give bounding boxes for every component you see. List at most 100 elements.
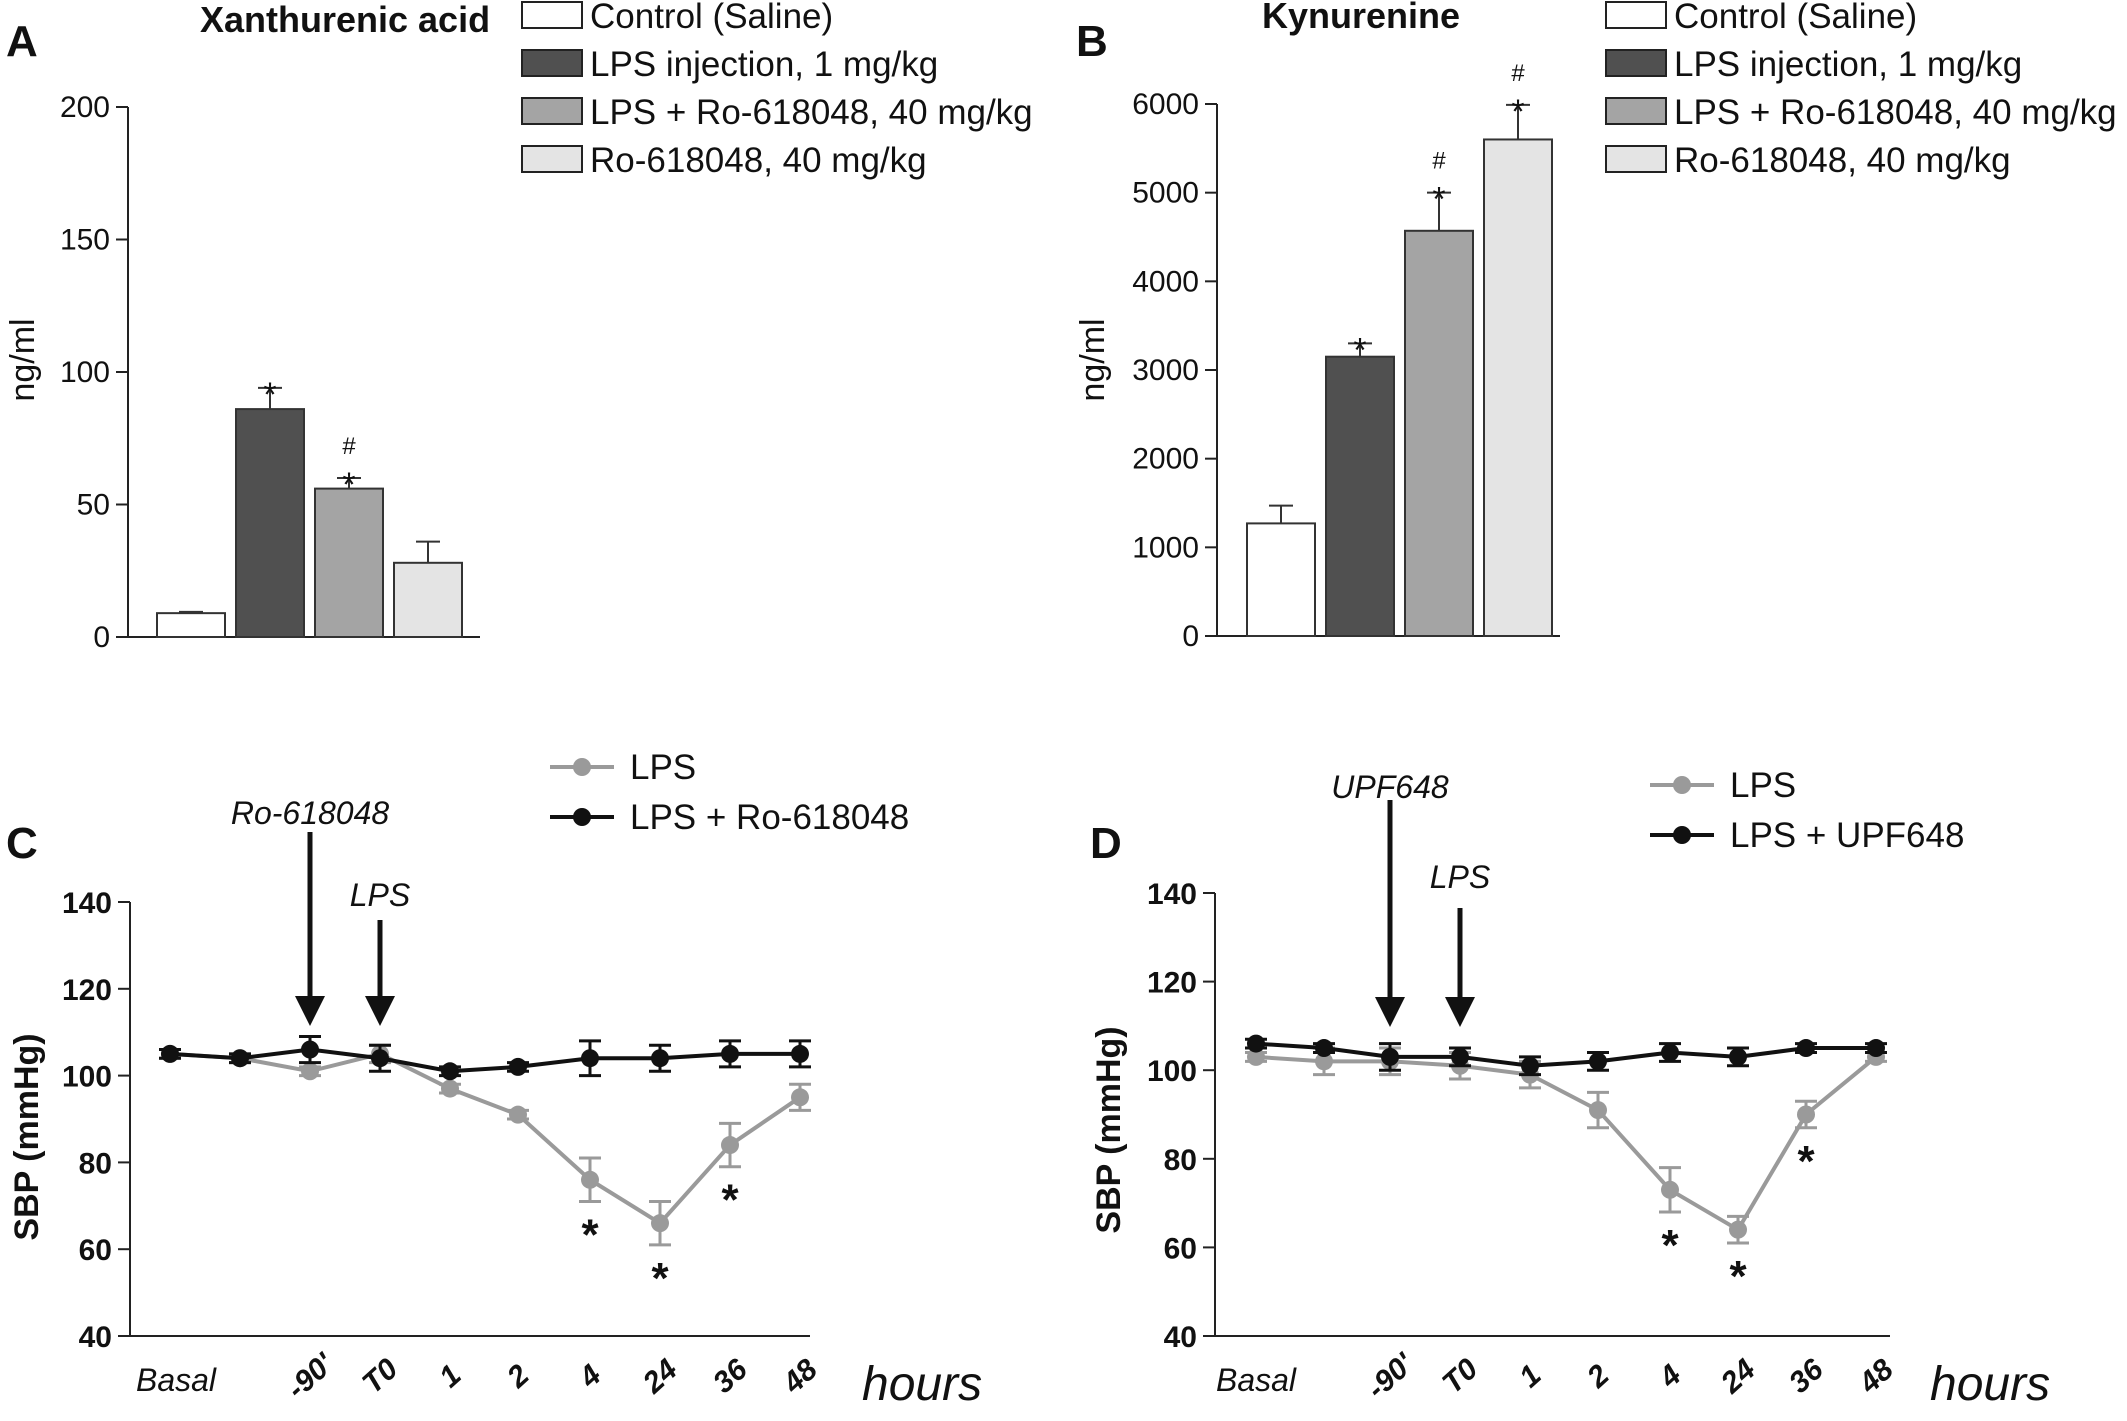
x-tick-label: -90' [281,1347,341,1406]
legend-label: LPS + Ro-618048 [630,798,909,837]
x-tick-label: -90' [1361,1347,1421,1406]
panel-d-letter: D [1090,819,1122,868]
panel-c-series: * * * [159,1035,811,1303]
legend-swatch [521,49,583,77]
legend-swatch [521,1,583,29]
data-point [1797,1105,1815,1124]
bar-4 [393,561,463,638]
data-point [509,1105,527,1124]
panel-d-series: * * * [1245,1034,1887,1301]
significance-star: * [1661,1221,1679,1270]
hash-annotation: # [342,433,356,460]
arrow-label: Ro-618048 [231,795,390,831]
y-tick-label: 80 [79,1147,112,1180]
data-point [441,1062,459,1081]
legend-marker [1673,776,1691,794]
data-point [509,1057,527,1076]
x-tick-label: T0 [356,1352,404,1400]
data-point [581,1170,599,1189]
legend-marker [573,758,591,776]
y-tick-label: 40 [1164,1321,1197,1354]
y-tick-label: 6000 [1132,88,1199,121]
series-line-2 [169,1047,800,1074]
data-point [791,1088,809,1107]
data-point [1729,1047,1747,1066]
series-line-1 [1255,1054,1878,1233]
x-tick-label: Basal [1216,1362,1297,1398]
data-point [1315,1052,1333,1071]
bar-4 [1483,138,1553,637]
panel-c: C SBP (mmHg) hours 40 60 80 100 120 140 Basal -… [6,748,982,1411]
data-point [651,1214,669,1233]
data-point [1729,1220,1747,1239]
data-point [1521,1056,1539,1075]
data-point [1661,1043,1679,1062]
x-tick-label: 4 [572,1358,607,1395]
bar-2 [235,408,305,638]
x-tick-label: 24 [636,1353,684,1401]
significance-star: * [721,1176,739,1225]
data-point [1661,1180,1679,1199]
bar-1 [1246,522,1316,637]
data-point [1589,1101,1607,1120]
y-tick-label: 0 [1182,620,1199,653]
data-point [301,1040,319,1059]
legend-label: LPS + Ro-618048, 40 mg/kg [1674,93,2117,132]
data-point [1247,1047,1265,1066]
y-tick-label: 3000 [1132,354,1199,387]
x-tick-label: 2 [1580,1358,1615,1395]
panel-b-letter: B [1076,17,1108,66]
data-point [1797,1039,1815,1058]
panel-b: B Kynurenine ng/ml 0 1000 2000 3000 4000 5000… [1074,0,2117,653]
legend-swatch [521,145,583,173]
legend-swatch [1605,49,1667,77]
x-tick-label: 4 [1652,1358,1687,1395]
panel-b-y-axis-label: ng/ml [1074,318,1112,401]
data-point [301,1062,319,1081]
y-tick-label: 40 [79,1321,112,1354]
panel-b-bars: * * # * # [1246,60,1553,637]
y-tick-label: 5000 [1132,177,1199,210]
y-tick-label: 60 [1164,1232,1197,1265]
panel-d-legend: LPS LPS + UPF648 [1650,766,1964,855]
legend-marker [573,808,591,826]
series-line-1 [169,1051,802,1226]
y-tick-label: 100 [62,1061,112,1094]
arrow-label: LPS [350,877,410,913]
panel-c-x-axis-label: hours [862,1358,982,1411]
y-tick-label: 60 [79,1234,112,1267]
data-point [721,1044,739,1063]
y-tick-label: 120 [62,974,112,1007]
x-tick-label: 36 [1783,1353,1830,1400]
x-tick-label: 1 [433,1359,467,1395]
legend-label: Control (Saline) [1674,0,1917,36]
panel-a-y-axis-label: ng/ml [4,318,42,401]
y-tick-label: 2000 [1132,443,1199,476]
legend-label: LPS injection, 1 mg/kg [1674,45,2022,84]
x-tick-label: Basal [136,1362,217,1398]
legend-label: LPS [630,748,696,787]
data-point [161,1044,179,1063]
series-line-2 [1255,1041,1876,1068]
legend-swatch [1605,145,1667,173]
y-tick-label: 0 [93,621,110,654]
star-annotation: * [1432,181,1445,219]
hash-annotation: # [1432,148,1446,175]
data-point [231,1049,249,1068]
data-point [651,1049,669,1068]
bar-2 [1325,355,1395,637]
panel-a-legend: Control (Saline) LPS injection, 1 mg/kg LP… [521,0,1033,180]
panel-d: D SBP (mmHg) hours 40 60 80 100 120 140 Basal -… [1090,766,2050,1411]
bar-1 [156,612,226,639]
significance-star: * [1729,1252,1747,1301]
x-tick-label: 36 [707,1353,754,1400]
legend-label: LPS + UPF648 [1730,816,1964,855]
x-tick-label: 2 [500,1358,535,1395]
data-point [441,1079,459,1098]
x-tick-label: 24 [1714,1353,1762,1401]
x-tick-label: T0 [1436,1352,1484,1400]
significance-star: * [651,1254,669,1303]
